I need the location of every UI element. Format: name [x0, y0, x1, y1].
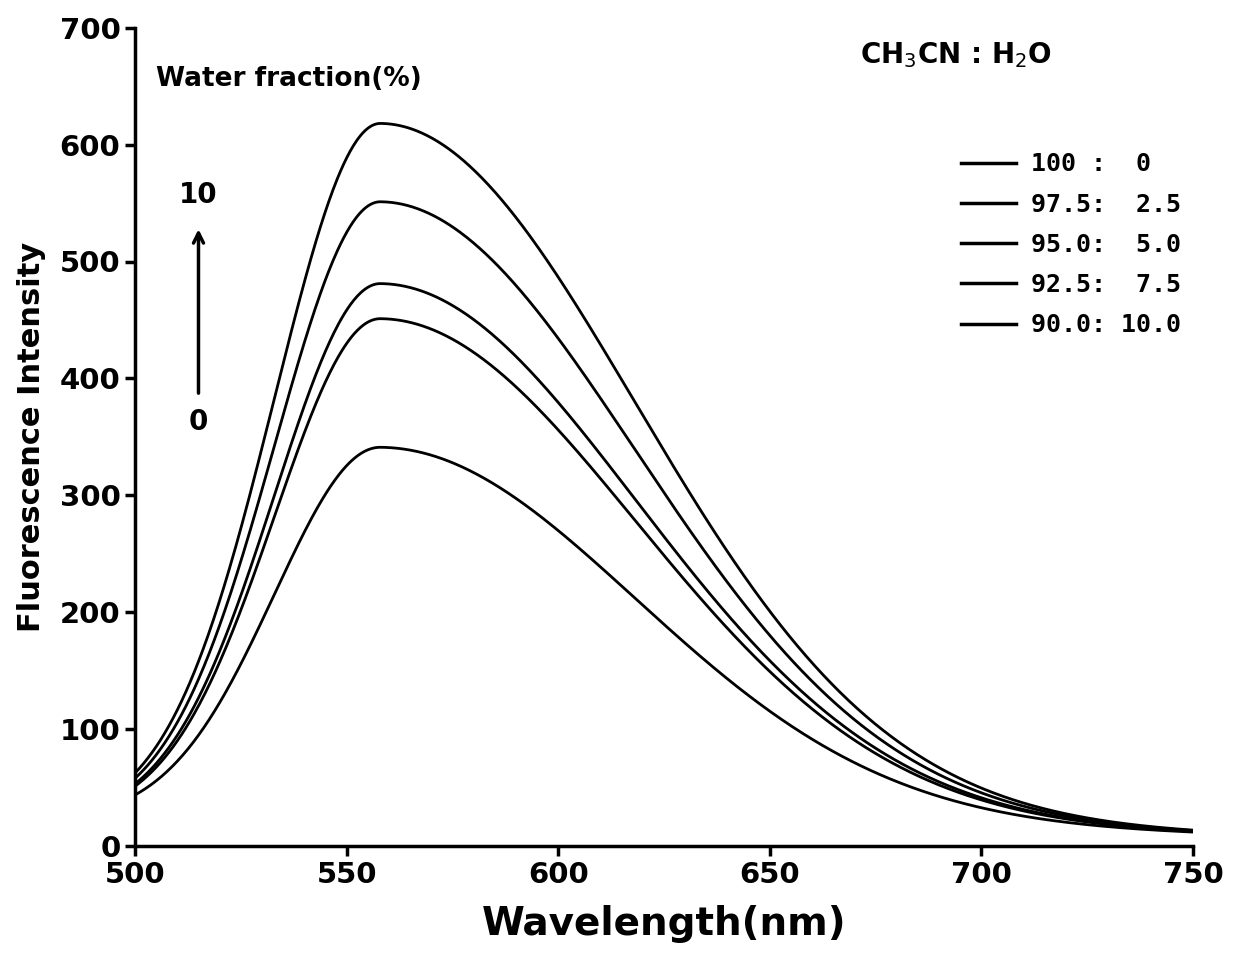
Text: 0: 0 [188, 408, 208, 436]
Text: CH$_3$CN : H$_2$O: CH$_3$CN : H$_2$O [859, 40, 1052, 70]
X-axis label: Wavelength(nm): Wavelength(nm) [481, 905, 846, 944]
Y-axis label: Fluorescence Intensity: Fluorescence Intensity [16, 242, 46, 632]
Legend: 100 :  0, 97.5:  2.5, 95.0:  5.0, 92.5:  7.5, 90.0: 10.0: 100 : 0, 97.5: 2.5, 95.0: 5.0, 92.5: 7.5… [951, 142, 1192, 348]
Text: Water fraction(%): Water fraction(%) [156, 66, 422, 92]
Text: 10: 10 [179, 180, 218, 209]
